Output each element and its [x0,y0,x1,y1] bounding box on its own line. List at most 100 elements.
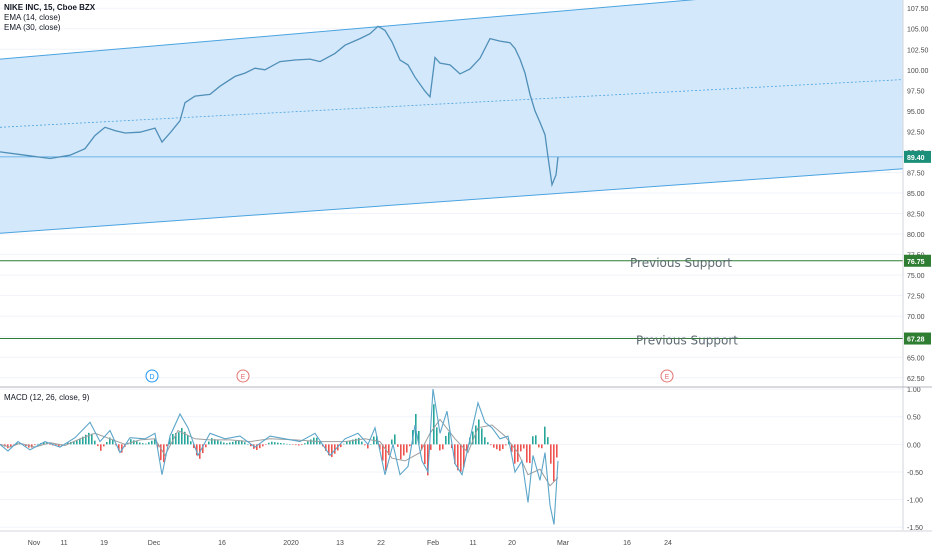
previous-support-label[interactable]: Previous Support [630,256,732,270]
histogram-bar [154,439,156,445]
time-tick-label: 20 [508,540,516,547]
histogram-bar [298,444,300,446]
histogram-bar [475,425,477,445]
histogram-bar [205,444,207,448]
histogram-bar [271,441,273,445]
histogram-bar [109,437,111,445]
time-tick-label: 16 [218,540,226,547]
time-axis[interactable]: Nov 11 19 Dec 16 2020 13 22 Feb 11 20 Mar 16 24 [0,530,932,547]
histogram-bar [304,443,306,445]
macd-histogram [1,404,558,482]
histogram-bar [460,444,462,472]
histogram-bar [277,442,279,445]
histogram-bar [91,433,93,445]
previous-support-label[interactable]: Previous Support [636,334,738,348]
histogram-bar [136,441,138,445]
histogram-bar [388,444,390,456]
histogram-bar [472,431,474,445]
histogram-bar [463,444,465,468]
histogram-bar [196,444,198,456]
svg-text:89.40: 89.40 [907,155,925,162]
symbol-title[interactable]: NIKE INC, 15, Cboe BZX [4,3,96,12]
histogram-bar [364,444,366,446]
macd-tick-label: -1.00 [907,498,923,505]
dividend-marker[interactable]: D [145,369,159,383]
histogram-bar [157,444,159,448]
histogram-bar [76,440,78,445]
histogram-bar [397,444,399,447]
histogram-bar [118,444,120,451]
price-tick-label: 102.50 [907,47,929,54]
ema-14-legend[interactable]: EMA (14, close) [4,13,61,22]
histogram-bar [226,443,228,445]
histogram-bar [178,432,180,445]
histogram-bar [520,444,522,452]
histogram-bar [190,441,192,445]
histogram-bar [37,443,39,445]
histogram-bar [334,444,336,454]
price-tick-label: 97.50 [907,88,925,95]
histogram-bar [556,444,558,458]
channel-lower-line[interactable] [0,168,904,234]
histogram-bar [130,439,132,445]
support-price-badge: 76.75 [904,254,931,267]
macd-tick-label: 0.50 [907,415,921,422]
histogram-bar [505,444,507,446]
price-tick-label: 92.50 [907,129,925,136]
histogram-bar [106,441,108,445]
histogram-bar [406,444,408,453]
macd-pane-title[interactable]: MACD (12, 26, close, 9) [4,393,90,402]
horizontal-lines [0,156,903,340]
time-tick-label: 13 [336,540,344,547]
macd-tick-label: -1.50 [907,525,923,532]
price-tick-label: 65.00 [907,355,925,362]
histogram-bar [343,443,345,445]
histogram-bar [544,426,546,445]
histogram-bar [382,444,384,461]
histogram-bar [10,444,12,447]
histogram-bar [217,440,219,445]
price-series-line [0,25,559,188]
support-price-badge: 67.28 [904,332,931,345]
histogram-bar [526,444,528,463]
histogram-bar [43,442,45,445]
histogram-bar [448,432,450,445]
histogram-bar [553,444,555,482]
histogram-bar [478,419,480,445]
channel-middle-line[interactable] [0,79,904,128]
histogram-bar [97,444,99,447]
histogram-bar [538,444,540,448]
price-tick-label: 70.00 [907,314,925,321]
macd-tick-label: -0.50 [907,470,923,477]
histogram-bar [13,444,15,445]
histogram-bar [457,444,459,471]
histogram-bar [355,438,357,445]
histogram-bar [25,444,27,447]
histogram-bar [331,444,333,458]
time-tick-label: 11 [469,540,476,547]
histogram-bar [361,441,363,445]
histogram-bar [403,444,405,456]
histogram-bar [433,404,435,445]
time-tick-label: Nov [28,540,41,547]
macd-axis[interactable]: 1.00 0.50 0.00 -0.50 -1.00 -1.50 [907,387,923,532]
ema-30-legend[interactable]: EMA (30, close) [4,23,61,32]
histogram-bar [328,444,330,456]
histogram-bar [112,439,114,445]
histogram-bar [241,440,243,445]
histogram-bar [184,431,186,445]
histogram-bar [49,444,51,445]
histogram-bar [274,442,276,445]
histogram-bar [160,444,162,461]
channel-upper-line[interactable] [0,0,903,60]
histogram-bar [34,444,36,446]
price-tick-label: 107.50 [907,6,929,13]
earnings-marker[interactable]: E [236,369,250,383]
histogram-bar [376,435,378,445]
histogram-bar [88,432,90,445]
earnings-marker[interactable]: E [660,369,674,383]
svg-text:D: D [149,374,154,381]
histogram-bar [535,435,537,445]
histogram-bar [121,444,123,453]
histogram-bar [235,440,237,445]
